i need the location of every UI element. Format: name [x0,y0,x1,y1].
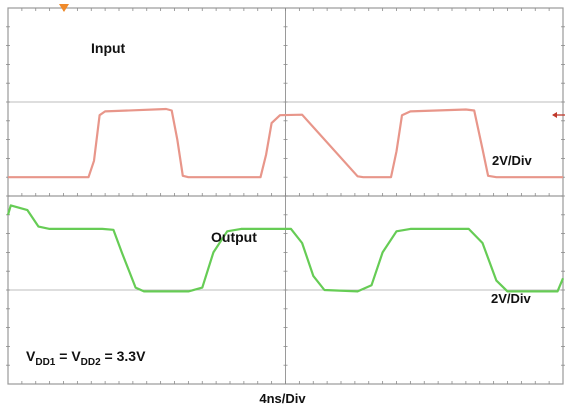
scope-grid [6,7,565,385]
output-scale-label: 2V/Div [491,291,532,306]
reference-level-arrow-icon [552,112,565,118]
trigger-marker-icon [59,4,69,12]
scope-traces [6,107,565,293]
trace-output [6,204,565,293]
x-axis-label: 4ns/Div [259,391,306,406]
output-trace-label: Output [211,229,257,245]
supply-voltage-annotation: VDD1 = VDD2 = 3.3V [26,348,146,368]
input-trace-label: Input [91,40,126,56]
trace-input [8,107,563,179]
input-scale-label: 2V/Div [492,153,533,168]
